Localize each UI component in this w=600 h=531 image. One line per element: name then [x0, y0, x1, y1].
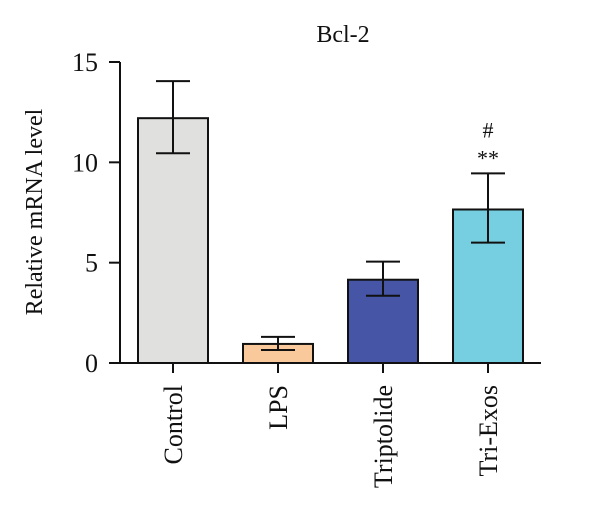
bar-control [137, 117, 209, 365]
significance-mark: # [483, 117, 494, 142]
y-tick-label: 0 [85, 349, 98, 378]
x-tick-labels: Control LPS Triptolide Tri-Exos [159, 385, 503, 488]
y-tick-label: 10 [72, 148, 98, 177]
error-bars [156, 80, 505, 351]
x-tick-label: Control [159, 385, 188, 464]
x-tick-label: Triptolide [369, 385, 398, 488]
bar-tri-exos [452, 208, 524, 364]
significance-mark: ** [477, 145, 499, 170]
y-axis: 0 5 10 15 [72, 48, 121, 378]
x-tick-label: LPS [264, 385, 293, 430]
bars [137, 117, 524, 365]
x-axis [120, 362, 541, 373]
bar-triptolide [347, 278, 419, 364]
y-axis-label: Relative mRNA level [22, 108, 48, 315]
y-tick-label: 5 [85, 249, 98, 278]
x-tick-label: Tri-Exos [474, 385, 503, 477]
chart-title: Bcl-2 [316, 22, 369, 48]
y-tick-label: 15 [72, 48, 98, 77]
significance-annotations: # ** [477, 117, 499, 170]
